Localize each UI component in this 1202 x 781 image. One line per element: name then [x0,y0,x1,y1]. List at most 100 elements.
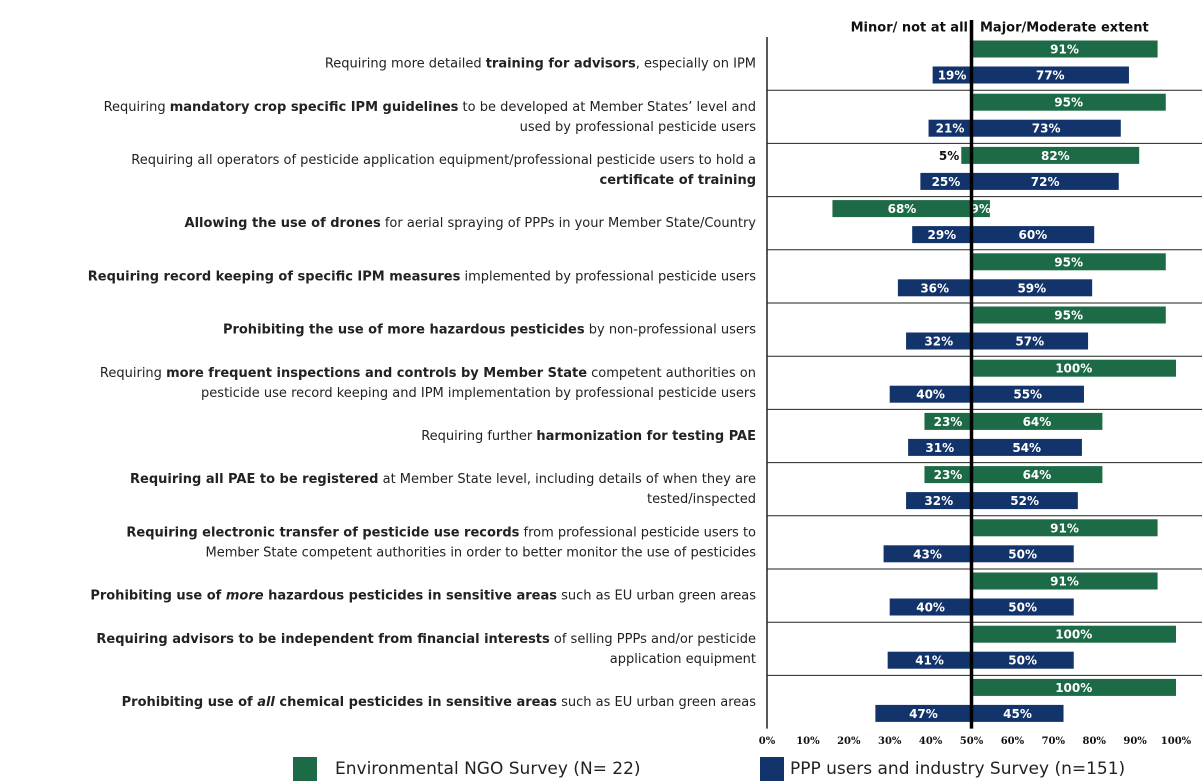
bar-label: 31% [925,441,954,455]
category-label: Requiring more detailed training for adv… [325,56,756,71]
x-tick-label: 30% [878,736,902,747]
bar-label: 50% [1008,601,1037,615]
bar [971,438,1082,456]
label-segment: Allowing the use of drones [185,216,381,231]
label-segment: at Member State level, including details… [378,472,756,487]
category-label: Requiring all operators of pesticide app… [131,153,756,168]
category-label: Requiring all PAE to be registered at Me… [130,472,756,487]
category-label: tested/inspected [647,492,756,507]
label-segment: more [226,588,264,603]
bar-label: 5% [939,149,959,163]
category-label: pesticide use record keeping and IPM imp… [201,385,756,400]
bar-label: 91% [1050,43,1079,57]
bar [897,279,972,297]
bar [971,119,1121,137]
category-label: Requiring further harmonization for test… [421,429,756,444]
bar-label: 21% [936,122,965,136]
bar [971,226,1095,244]
bar [971,545,1074,563]
bar [883,545,972,563]
label-segment: Requiring [100,365,166,380]
bar [928,119,972,137]
x-tick-label: 80% [1082,736,1106,747]
label-segment: more frequent inspections and controls b… [166,365,587,380]
x-tick-label: 60% [1001,736,1025,747]
bar [971,279,1093,297]
label-segment: mandatory crop specific IPM guidelines [170,99,459,114]
bar [971,466,1103,484]
bar [971,412,1103,430]
bar [887,651,972,669]
bar [971,492,1078,510]
bar-label: 45% [1003,707,1032,721]
bar [971,172,1119,190]
bar-label: 64% [1023,415,1052,429]
bar [971,66,1129,84]
category-label: Requiring advisors to be independent fro… [96,631,756,646]
label-segment: Requiring more detailed [325,56,486,71]
label-segment: certificate of training [599,173,756,188]
bar-label: 91% [1050,521,1079,535]
label-segment: , especially on IPM [636,56,756,71]
label-segment: Requiring all operators of pesticide app… [131,153,756,168]
x-tick-label: 90% [1123,736,1147,747]
category-label: Requiring more frequent inspections and … [100,365,756,380]
bar-label: 100% [1055,362,1092,376]
bar-label: 36% [920,281,949,295]
bar [971,385,1084,403]
category-label: Requiring mandatory crop specific IPM gu… [104,99,756,114]
bar [971,519,1158,537]
bar [971,651,1074,669]
left-header: Minor/ not at all [851,21,968,36]
label-segment: harmonization for testing PAE [536,429,756,444]
bar-label: 59% [1017,281,1046,295]
x-tick-label: 0% [759,736,776,747]
bar-label: 100% [1055,681,1092,695]
label-segment: Requiring advisors to be independent fro… [96,631,550,646]
bar [971,625,1176,643]
x-tick-label: 40% [919,736,943,747]
label-segment: pesticide use record keeping and IPM imp… [201,385,756,400]
label-segment: such as EU urban green areas [557,695,756,710]
bar [971,146,1140,164]
x-tick-label: 10% [796,736,820,747]
category-label: Member State competent authorities in or… [206,545,757,560]
category-label: used by professional pesticide users [520,119,757,134]
bar-label: 95% [1054,255,1083,269]
label-segment: Requiring all PAE to be registered [130,472,378,487]
bar-label: 64% [1023,468,1052,482]
label-segment: Requiring electronic transfer of pestici… [126,525,519,540]
label-segment: by non-professional users [585,322,757,337]
label-segment: implemented by professional pesticide us… [460,269,756,284]
bar [971,704,1064,722]
bar [924,466,972,484]
category-label: Prohibiting use of more hazardous pestic… [90,588,756,603]
bar-label: 40% [916,388,945,402]
label-segment: training for advisors [486,56,636,71]
legend-label: PPP users and industry Survey (n=151) [790,759,1125,779]
bar-label: 47% [909,707,938,721]
bar [920,172,972,190]
category-label: Prohibiting use of all chemical pesticid… [122,695,757,710]
bar-label: 43% [913,547,942,561]
bar-label: 82% [1041,149,1070,163]
bar [971,678,1176,696]
label-segment: tested/inspected [647,492,756,507]
bar-label: 41% [915,654,944,668]
bar-label: 29% [927,228,956,242]
bar [906,332,972,350]
label-segment: application equipment [610,651,756,666]
bar-label: 23% [934,468,963,482]
bar-label: 73% [1032,122,1061,136]
label-segment: to be developed at Member States’ level … [458,99,756,114]
legend-swatch [293,757,317,781]
category-label: Prohibiting the use of more hazardous pe… [223,322,756,337]
bar [961,146,972,164]
bar-label: 23% [934,415,963,429]
label-segment: hazardous pesticides in sensitive areas [264,588,558,603]
bar [971,93,1166,111]
label-segment: Member State competent authorities in or… [206,545,757,560]
bar-label: 32% [924,494,953,508]
bar [971,572,1158,590]
bar [971,200,990,218]
